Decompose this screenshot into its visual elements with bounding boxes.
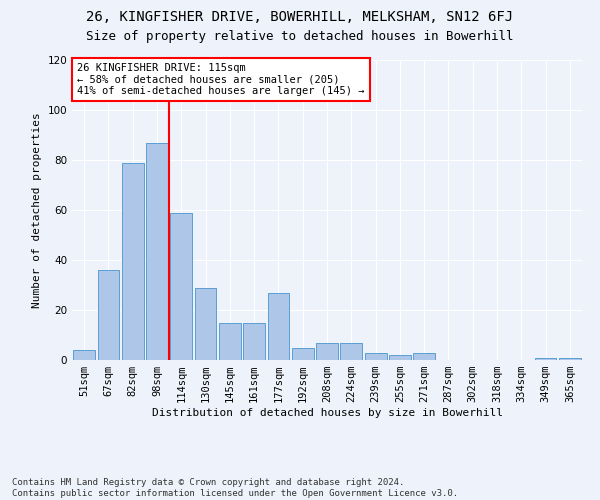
X-axis label: Distribution of detached houses by size in Bowerhill: Distribution of detached houses by size … xyxy=(151,408,503,418)
Bar xyxy=(413,352,435,360)
Bar xyxy=(268,292,289,360)
Bar xyxy=(243,322,265,360)
Bar xyxy=(97,270,119,360)
Bar xyxy=(73,350,95,360)
Text: Size of property relative to detached houses in Bowerhill: Size of property relative to detached ho… xyxy=(86,30,514,43)
Bar xyxy=(365,352,386,360)
Bar xyxy=(146,142,168,360)
Bar xyxy=(170,212,192,360)
Bar xyxy=(292,348,314,360)
Bar xyxy=(122,162,143,360)
Y-axis label: Number of detached properties: Number of detached properties xyxy=(32,112,42,308)
Text: 26, KINGFISHER DRIVE, BOWERHILL, MELKSHAM, SN12 6FJ: 26, KINGFISHER DRIVE, BOWERHILL, MELKSHA… xyxy=(86,10,514,24)
Bar xyxy=(559,358,581,360)
Bar xyxy=(340,342,362,360)
Text: Contains HM Land Registry data © Crown copyright and database right 2024.
Contai: Contains HM Land Registry data © Crown c… xyxy=(12,478,458,498)
Bar xyxy=(316,342,338,360)
Bar xyxy=(194,288,217,360)
Bar xyxy=(389,355,411,360)
Bar xyxy=(535,358,556,360)
Bar xyxy=(219,322,241,360)
Text: 26 KINGFISHER DRIVE: 115sqm
← 58% of detached houses are smaller (205)
41% of se: 26 KINGFISHER DRIVE: 115sqm ← 58% of det… xyxy=(77,63,365,96)
